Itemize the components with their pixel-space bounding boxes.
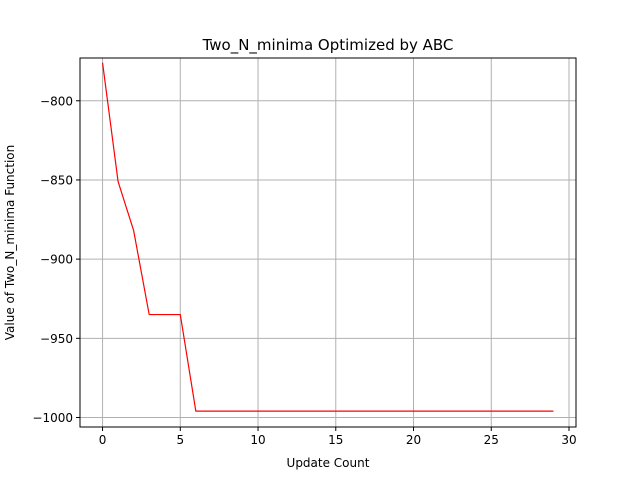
x-tick-label: 15	[328, 433, 343, 447]
y-tick-label: −900	[40, 253, 73, 267]
x-tick-label: 30	[561, 433, 576, 447]
grid	[80, 58, 576, 427]
x-tick-label: 0	[99, 433, 107, 447]
series-line	[101, 62, 554, 412]
series-layer	[101, 62, 554, 412]
y-axis-label: Value of Two_N_minima Function	[3, 145, 17, 341]
x-tick-label: 5	[176, 433, 184, 447]
chart-title: Two_N_minima Optimized by ABC	[202, 36, 454, 55]
x-axis-label: Update Count	[287, 456, 370, 470]
x-tick-label: 20	[406, 433, 421, 447]
x-axis-ticks: 0 5 10 15 20 25 30	[99, 427, 577, 447]
x-tick-label: 10	[250, 433, 265, 447]
x-tick-label: 25	[484, 433, 499, 447]
y-tick-label: −800	[40, 94, 73, 108]
y-tick-label: −1000	[32, 411, 73, 425]
y-tick-label: −950	[40, 332, 73, 346]
y-tick-label: −850	[40, 173, 73, 187]
plot-frame	[79, 57, 577, 428]
y-axis-ticks: −800 −850 −900 −950 −1000	[32, 94, 80, 425]
